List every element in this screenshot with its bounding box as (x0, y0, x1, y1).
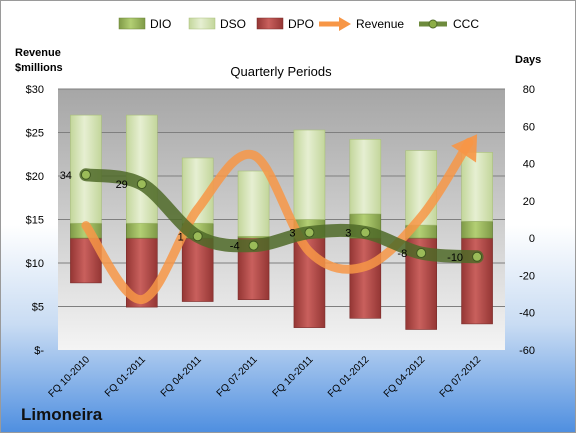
revenue-arrowhead (451, 134, 478, 163)
x-tick-0: FQ 10-2010 (47, 354, 93, 400)
x-tick-5: FQ 01-2012 (326, 354, 372, 400)
ccc-marker-6 (416, 248, 427, 259)
ccc-marker-4 (304, 227, 315, 238)
ccc-marker-0 (80, 169, 91, 180)
bar-dso-7 (461, 152, 493, 222)
ccc-marker-7 (472, 251, 483, 262)
ccc-data-label-2: 1 (178, 231, 184, 243)
ccc-marker-3 (248, 240, 259, 251)
bar-dso-5 (349, 139, 382, 215)
y-right-tick-4: 20 (523, 196, 535, 208)
ccc-marker-2 (192, 231, 203, 242)
bar-dpo-5 (349, 237, 382, 319)
x-tick-3: FQ 07-2011 (215, 354, 260, 399)
y-right-tick-6: 60 (523, 121, 535, 133)
y-left-tick-4: $20 (26, 171, 44, 183)
x-tick-4: FQ 10-2011 (271, 354, 316, 399)
y-left-axis-title-line2: $millions (15, 62, 63, 74)
y-right-tick-0: -60 (519, 345, 535, 357)
ccc-data-label-3: -4 (230, 241, 240, 253)
bar-dso-3 (237, 170, 270, 237)
legend-swatch-dso (188, 17, 216, 30)
ccc-data-label-7: -10 (447, 252, 463, 264)
y-left-tick-0: $- (34, 345, 44, 357)
y-right-axis-title: Days (515, 54, 541, 66)
y-left-tick-2: $10 (26, 258, 44, 270)
legend-swatch-dio (118, 17, 146, 30)
y-right-tick-3: 0 (529, 233, 535, 245)
legend-label-dso: DSO (220, 17, 246, 31)
ccc-data-label-5: 3 (345, 228, 351, 240)
ccc-marker-1 (136, 179, 147, 190)
chart-legend: DIO DSO DPO Revenue CCC (118, 17, 479, 31)
legend-label-dpo: DPO (288, 17, 314, 31)
ccc-layer (79, 168, 484, 264)
ccc-marker-5 (360, 227, 371, 238)
company-name: Limoneira (21, 405, 103, 424)
bar-dso-4 (293, 129, 326, 220)
x-tick-2: FQ 04-2011 (159, 354, 204, 399)
y-left-axis-title-line1: Revenue (15, 47, 61, 59)
legend-label-ccc: CCC (453, 17, 479, 31)
bar-dio-1 (126, 222, 158, 239)
x-tick-1: FQ 01-2011 (103, 354, 148, 399)
y-left-tick-5: $25 (26, 128, 44, 140)
y-right-tick-1: -40 (519, 308, 535, 320)
x-tick-6: FQ 04-2012 (382, 354, 428, 400)
legend-swatch-dpo (256, 17, 284, 30)
x-tick-7: FQ 07-2012 (438, 354, 484, 400)
ccc-data-label-4: 3 (289, 228, 295, 240)
ccc-data-label-6: -8 (397, 248, 407, 260)
y-left-tick-6: $30 (26, 84, 44, 96)
y-left-tick-1: $5 (32, 302, 44, 314)
y-left-tick-3: $15 (26, 215, 44, 227)
revenue-line (81, 137, 474, 305)
bar-dpo-2 (181, 237, 214, 302)
legend-marker-ccc (428, 19, 438, 29)
y-right-tick-2: -20 (519, 270, 535, 282)
ccc-line (79, 168, 484, 264)
labels-layer: 34 29 1 -4 3 3 -8 -10 (60, 170, 463, 264)
legend-arrow-revenue (339, 17, 351, 31)
chart-title: Quarterly Periods (230, 64, 332, 79)
bar-dio-7 (461, 221, 493, 239)
legend-label-dio: DIO (150, 17, 171, 31)
y-right-tick-7: 80 (523, 84, 535, 96)
ccc-data-label-1: 29 (116, 179, 128, 191)
ccc-data-label-0: 34 (60, 170, 72, 182)
legend-label-revenue: Revenue (356, 17, 404, 31)
revenue-layer (81, 134, 478, 305)
bar-dso-1 (126, 114, 158, 224)
y-right-tick-5: 40 (523, 159, 535, 171)
